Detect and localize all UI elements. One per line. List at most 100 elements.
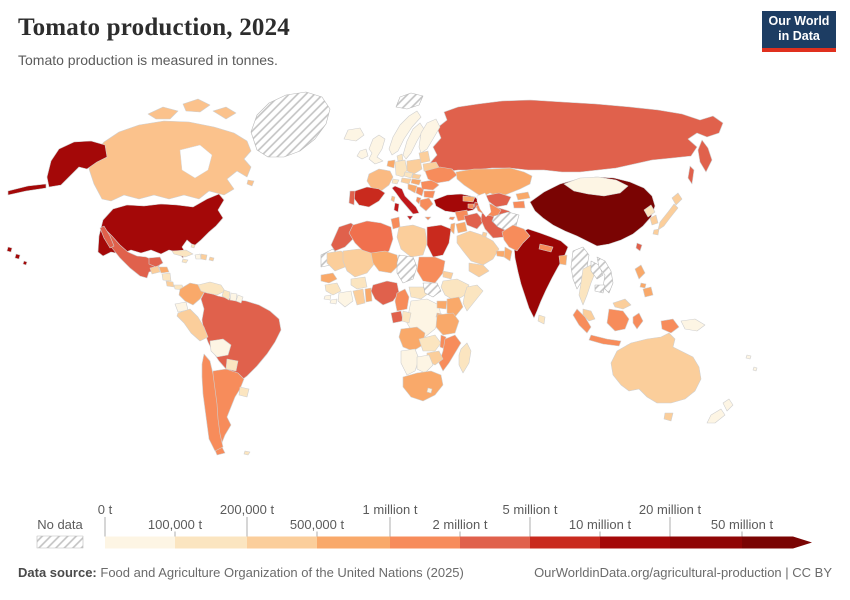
country-japan-honshu[interactable]	[657, 203, 679, 231]
country-ethiopia[interactable]	[440, 278, 470, 302]
country-italy-sardinia[interactable]	[393, 202, 400, 213]
country-falkland[interactable]	[243, 450, 251, 456]
country-svalbard-nodata[interactable]	[395, 92, 424, 110]
country-honduras[interactable]	[158, 266, 170, 274]
country-philippines-visayas[interactable]	[639, 282, 647, 289]
owid-link[interactable]: OurWorldinData.org/agricultural-producti…	[534, 565, 832, 580]
country-philippines-luzon[interactable]	[634, 264, 646, 280]
country-switzerland[interactable]	[391, 178, 400, 185]
country-poland[interactable]	[406, 158, 423, 175]
country-japan-kyushu[interactable]	[652, 228, 660, 236]
country-new-zealand-north[interactable]	[722, 398, 734, 412]
country-jordan[interactable]	[455, 221, 468, 234]
country-senegal[interactable]	[320, 272, 338, 284]
country-bangladesh[interactable]	[558, 254, 568, 266]
country-mexico-yucatan[interactable]	[148, 256, 164, 268]
country-ghana[interactable]	[352, 288, 366, 306]
country-india[interactable]	[513, 228, 569, 319]
country-albania[interactable]	[415, 196, 422, 205]
country-guyana[interactable]	[221, 289, 231, 301]
country-puerto-rico[interactable]	[208, 256, 215, 262]
country-lesotho[interactable]	[426, 387, 433, 394]
legend-swatch-5[interactable]	[460, 536, 530, 549]
country-nicaragua[interactable]	[161, 272, 172, 282]
legend-swatch-4[interactable]	[390, 536, 460, 549]
country-yemen[interactable]	[468, 262, 490, 278]
country-suriname[interactable]	[229, 292, 238, 302]
country-japan-hokkaido[interactable]	[671, 192, 683, 206]
country-kazakhstan[interactable]	[455, 167, 533, 198]
country-uganda[interactable]	[436, 300, 448, 310]
country-zambia[interactable]	[418, 334, 442, 352]
country-australia-tasmania[interactable]	[663, 412, 674, 422]
country-mali[interactable]	[342, 248, 376, 278]
country-cambodia-nodata[interactable]	[594, 284, 606, 294]
country-png[interactable]	[680, 318, 706, 332]
legend-swatch-2[interactable]	[247, 536, 317, 549]
country-usa[interactable]	[97, 193, 225, 259]
country-libya[interactable]	[396, 224, 428, 258]
country-oman[interactable]	[503, 246, 513, 262]
country-sierra-leone[interactable]	[323, 294, 332, 301]
country-georgia[interactable]	[462, 195, 476, 203]
country-guatemala[interactable]	[149, 265, 161, 275]
country-brazil[interactable]	[200, 290, 282, 383]
country-somalia[interactable]	[462, 284, 484, 312]
country-greenland-nodata[interactable]	[250, 91, 331, 158]
country-algeria[interactable]	[348, 220, 394, 260]
country-guinea[interactable]	[324, 282, 342, 296]
country-iraq[interactable]	[463, 212, 485, 230]
country-angola[interactable]	[398, 326, 426, 352]
country-sudan[interactable]	[416, 256, 446, 284]
country-congo[interactable]	[401, 310, 412, 324]
country-costa-rica[interactable]	[165, 280, 175, 288]
country-south-sudan-nodata[interactable]	[422, 282, 442, 298]
country-niger[interactable]	[370, 250, 400, 274]
country-togo-benin[interactable]	[364, 287, 373, 303]
country-croatia[interactable]	[407, 183, 418, 194]
country-indonesia-java[interactable]	[588, 334, 622, 347]
country-usa-alaska[interactable]	[46, 140, 108, 188]
country-ukraine[interactable]	[424, 166, 458, 184]
legend-swatch-6[interactable]	[530, 536, 600, 549]
country-malaysia-borneo[interactable]	[612, 298, 632, 310]
legend-swatch-0[interactable]	[105, 536, 175, 549]
country-cyprus[interactable]	[448, 216, 456, 221]
country-norway[interactable]	[388, 110, 422, 156]
country-indonesia-kalimantan[interactable]	[606, 308, 630, 332]
country-usa-hawaii[interactable]	[6, 246, 28, 266]
country-vietnam-nodata[interactable]	[596, 256, 614, 294]
country-mexico-baja[interactable]	[99, 225, 115, 249]
country-dominican-republic[interactable]	[200, 253, 208, 261]
country-canada-newfoundland[interactable]	[246, 179, 255, 187]
country-cameroon[interactable]	[394, 288, 410, 312]
country-taiwan[interactable]	[635, 242, 643, 252]
country-laos-nodata[interactable]	[590, 260, 604, 280]
country-kuwait[interactable]	[481, 231, 488, 238]
country-peru[interactable]	[176, 308, 209, 342]
country-netherlands[interactable]	[386, 159, 396, 169]
country-south-korea[interactable]	[649, 214, 659, 226]
country-canada-island2[interactable]	[182, 98, 211, 113]
country-french-guiana[interactable]	[235, 294, 244, 304]
legend-swatch-7[interactable]	[600, 536, 670, 549]
country-haiti[interactable]	[194, 253, 202, 260]
country-car[interactable]	[408, 286, 430, 300]
legend-swatch-3[interactable]	[317, 536, 390, 549]
country-russia[interactable]	[429, 99, 724, 173]
country-namibia[interactable]	[400, 348, 420, 376]
country-mongolia[interactable]	[563, 176, 629, 197]
country-canada-island3[interactable]	[212, 106, 237, 120]
country-spain[interactable]	[352, 186, 386, 208]
country-france[interactable]	[366, 168, 394, 192]
country-greece[interactable]	[419, 197, 434, 212]
country-denmark[interactable]	[396, 153, 404, 162]
country-uruguay[interactable]	[238, 386, 250, 398]
country-cuba[interactable]	[171, 249, 194, 258]
country-indonesia-sulawesi[interactable]	[632, 312, 644, 330]
country-usa-aleutians[interactable]	[7, 183, 47, 196]
country-cote-divoire[interactable]	[337, 290, 354, 308]
country-fiji[interactable]	[745, 354, 758, 372]
country-armenia[interactable]	[467, 203, 475, 210]
country-colombia[interactable]	[178, 282, 206, 306]
